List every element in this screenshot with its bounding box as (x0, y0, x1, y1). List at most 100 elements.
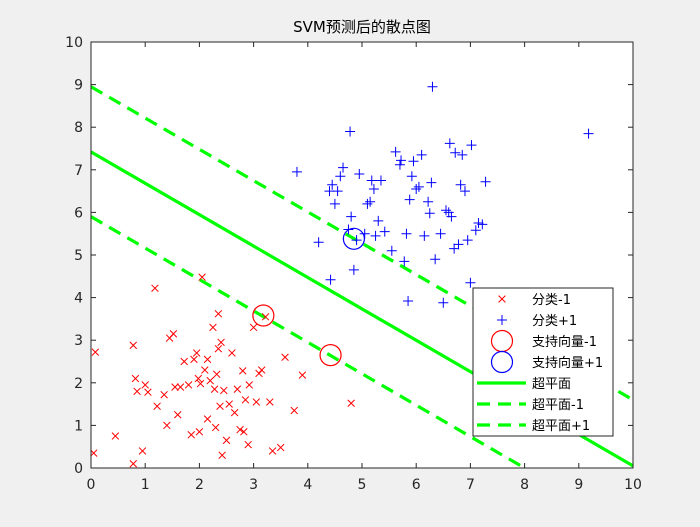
data-point (91, 348, 100, 356)
x-tick-label: 1 (141, 477, 150, 493)
data-point (443, 207, 454, 218)
data-point (444, 138, 455, 149)
data-points (91, 81, 594, 468)
data-point (268, 447, 277, 455)
data-point (245, 381, 254, 389)
data-point (180, 357, 188, 366)
data-point (441, 205, 452, 216)
legend-item: 超平面-1 (477, 398, 584, 413)
data-point (351, 235, 362, 246)
legend-item: 分类+1 (497, 314, 577, 329)
data-point (399, 256, 410, 267)
data-point (327, 179, 338, 190)
series-3 (342, 227, 365, 250)
data-point (446, 211, 457, 222)
data-point (214, 310, 223, 318)
data-point (176, 383, 185, 391)
data-point (404, 194, 415, 205)
data-point (459, 186, 470, 197)
support-vector-marker (342, 227, 365, 250)
data-point (411, 183, 422, 194)
data-point (290, 406, 299, 415)
legend-circle-swatch (490, 350, 514, 374)
support-vector-marker (319, 344, 342, 367)
legend-item: 超平面 (477, 377, 571, 392)
data-point (366, 175, 377, 186)
data-point (291, 166, 302, 177)
data-point (348, 264, 359, 275)
y-tick-label: 0 (74, 461, 83, 477)
data-point (216, 402, 224, 410)
data-point (230, 408, 239, 417)
data-point (329, 198, 340, 209)
data-point (462, 235, 473, 246)
data-point (141, 381, 149, 389)
data-point (203, 415, 212, 423)
data-point (266, 398, 274, 406)
data-point (427, 81, 438, 92)
data-point (240, 428, 248, 436)
data-point (249, 323, 258, 332)
legend-box (472, 287, 614, 437)
data-point (413, 181, 424, 192)
data-point (419, 230, 430, 241)
data-point (438, 297, 449, 308)
data-point (298, 371, 307, 379)
data-point (131, 374, 140, 383)
data-point (163, 421, 171, 430)
data-point (241, 396, 250, 404)
data-point (394, 159, 405, 170)
x-tick-label: 9 (574, 477, 583, 493)
data-point (373, 215, 384, 226)
data-point (129, 341, 138, 350)
x-tick-label: 5 (358, 477, 367, 493)
data-point (379, 226, 390, 237)
data-point (239, 367, 247, 375)
data-point (187, 431, 196, 439)
data-point (424, 208, 435, 219)
legend-item: 支持向量+1 (490, 350, 603, 374)
data-point (190, 355, 198, 364)
data-point (370, 230, 381, 241)
legend-marker-swatch (498, 295, 506, 303)
data-point (111, 432, 120, 440)
legend-label: 支持向量-1 (532, 334, 597, 350)
data-point (217, 338, 225, 347)
data-point (449, 243, 460, 254)
data-point (218, 451, 226, 459)
series-2 (252, 304, 342, 367)
data-point (354, 169, 365, 180)
data-point (386, 245, 397, 256)
data-point (276, 443, 285, 452)
series-1 (291, 81, 594, 308)
legend-label: 分类-1 (532, 293, 571, 308)
data-point (470, 225, 481, 236)
data-point (252, 398, 261, 406)
data-point (477, 219, 488, 230)
y-tick-label: 10 (65, 35, 83, 51)
data-point (583, 128, 594, 139)
data-point (416, 149, 427, 160)
data-point (338, 162, 349, 173)
data-point (209, 323, 217, 332)
data-point (345, 126, 356, 137)
data-point (347, 399, 355, 408)
data-point (195, 428, 204, 436)
legend-item: 超平面+1 (477, 419, 590, 434)
data-point (455, 179, 466, 190)
y-tick-label: 9 (74, 78, 83, 94)
data-point (194, 374, 203, 383)
x-tick-label: 2 (195, 477, 204, 493)
x-tick-label: 6 (412, 477, 421, 493)
support-vector-marker (252, 304, 275, 327)
legend-label: 超平面-1 (532, 398, 584, 413)
data-point (396, 155, 407, 166)
data-point (201, 366, 209, 374)
data-point (346, 211, 357, 222)
data-point (211, 423, 220, 432)
data-point (153, 402, 161, 410)
data-point (196, 379, 205, 388)
series-0 (91, 273, 355, 468)
y-tick-label: 2 (74, 376, 83, 392)
